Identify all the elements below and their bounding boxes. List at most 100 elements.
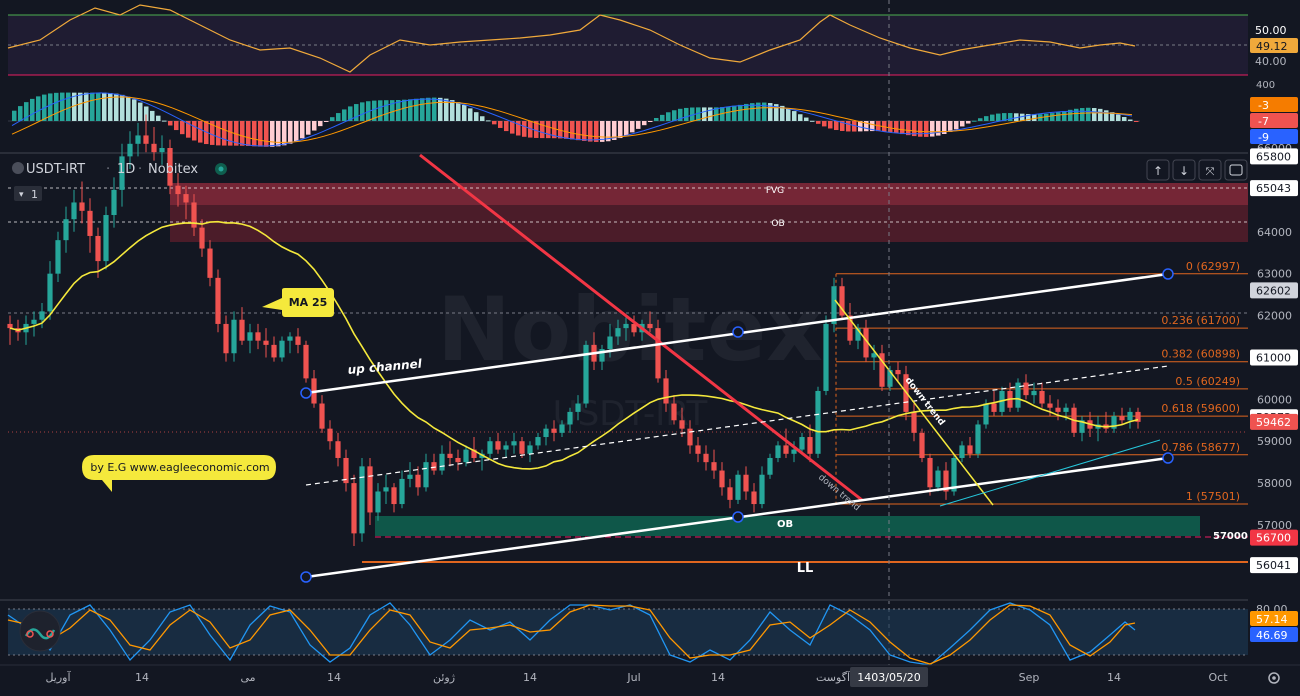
- macd-bar: [180, 121, 185, 135]
- candle: [1031, 382, 1037, 404]
- macd-bar: [1122, 117, 1127, 121]
- macd-bar: [36, 96, 41, 121]
- candle: [455, 449, 461, 471]
- macd-bar: [270, 121, 275, 147]
- candle: [711, 449, 717, 479]
- candle: [503, 441, 509, 458]
- candle: [743, 466, 749, 500]
- fib-level-label: 1 (57501): [1186, 490, 1240, 503]
- time-axis-label: 14: [523, 671, 537, 684]
- downtrend-line[interactable]: [834, 299, 994, 506]
- macd-bar: [654, 117, 659, 121]
- macd-bar: [1032, 114, 1037, 121]
- macd-bar: [1002, 113, 1007, 121]
- candle: [687, 420, 693, 454]
- ma-25-line: [9, 220, 1139, 470]
- macd-bar: [936, 121, 941, 136]
- pane-buttons[interactable]: ↑ ↓ ⤧: [1146, 159, 1248, 181]
- macd-bar: [924, 121, 929, 137]
- macd-bar: [306, 121, 311, 135]
- candle: [287, 332, 293, 354]
- macd-bar: [972, 120, 977, 122]
- candle: [839, 277, 845, 320]
- candle: [871, 344, 877, 371]
- svg-text:▾: ▾: [19, 190, 24, 200]
- timeframe-label: 1D: [117, 162, 135, 177]
- candle: [911, 403, 917, 442]
- macd-bar: [660, 114, 665, 121]
- macd-bar: [1086, 107, 1091, 121]
- candle: [1127, 407, 1133, 429]
- candle: [215, 269, 221, 333]
- macd-bar: [390, 100, 395, 121]
- candle: [1095, 416, 1101, 442]
- exchange-label: Nobitex: [148, 162, 198, 177]
- ob-top-label: OB: [771, 219, 784, 229]
- price-badge: 65800: [1250, 148, 1298, 165]
- macd-bar: [990, 114, 995, 121]
- macd-bar: [432, 97, 437, 121]
- candle: [447, 441, 453, 467]
- time-axis-label: Sep: [1019, 671, 1040, 684]
- time-axis-label: Oct: [1208, 671, 1228, 684]
- candle: [1119, 407, 1125, 425]
- fib-level-label: 0 (62997): [1186, 260, 1240, 273]
- price-badge: 59462: [1250, 413, 1298, 430]
- candle: [703, 445, 709, 471]
- macd-bar: [318, 121, 323, 127]
- rsi-panel: [7, 4, 1248, 76]
- indicator-collapse-button[interactable]: ▾ 1: [14, 186, 42, 201]
- macd-bar: [96, 92, 101, 121]
- price-axis[interactable]: 6600065000640006300062000610006000059000…: [1250, 142, 1298, 574]
- time-axis-label: می: [240, 671, 255, 684]
- candle: [199, 219, 205, 257]
- macd-bar: [540, 121, 545, 139]
- candle: [663, 370, 669, 412]
- fib-level-label: 0.786 (58677): [1161, 441, 1240, 454]
- macd-bar: [216, 121, 221, 146]
- candle: [615, 319, 621, 345]
- macd-bar: [1068, 109, 1073, 121]
- macd-bar: [246, 121, 251, 146]
- red-trendline[interactable]: [419, 153, 863, 502]
- candle: [831, 277, 837, 333]
- settings-gear-icon[interactable]: [1268, 672, 1280, 684]
- candle: [295, 328, 301, 354]
- candle: [111, 177, 117, 228]
- candle: [247, 323, 253, 354]
- macd-bar: [606, 121, 611, 142]
- fib-level: 0 (62997): [836, 260, 1248, 275]
- macd-bar: [234, 121, 239, 146]
- macd-bar: [78, 92, 83, 121]
- macd-bar: [252, 121, 257, 147]
- candle: [327, 420, 333, 450]
- blue-trendline[interactable]: [939, 439, 1161, 507]
- candlestick-series: [7, 114, 1141, 546]
- candle: [511, 432, 517, 454]
- price-axis-tick: 64000: [1257, 226, 1292, 239]
- macd-bar: [186, 121, 191, 138]
- time-axis-label: آگوست: [816, 670, 851, 684]
- candle: [319, 395, 325, 433]
- candle: [351, 474, 357, 546]
- candle: [439, 445, 445, 475]
- candle: [151, 127, 157, 161]
- time-axis[interactable]: آوریل 14 می 14 ژوئن 14 Jul 14 آگوست Sep 14 Oct: [45, 670, 1228, 684]
- macd-bar: [468, 108, 473, 121]
- macd-bar: [930, 121, 935, 137]
- macd-bar: [144, 106, 149, 121]
- candle: [767, 453, 773, 479]
- candle: [119, 143, 125, 207]
- candle: [815, 386, 821, 458]
- channel-midline[interactable]: [305, 365, 1169, 486]
- macd-bar: [498, 121, 503, 128]
- macd-bar: [408, 99, 413, 121]
- fibonacci-retracement[interactable]: 0 (62997) 0.236 (61700) 0.382 (60898) 0.5 (…: [835, 260, 1248, 505]
- candle: [575, 395, 581, 421]
- channel-anchor-points[interactable]: [300, 268, 1174, 583]
- price-badge: 65043: [1250, 180, 1298, 197]
- fib-level: 0.236 (61700): [836, 314, 1248, 329]
- candle: [727, 478, 733, 509]
- macd-bar: [156, 115, 161, 121]
